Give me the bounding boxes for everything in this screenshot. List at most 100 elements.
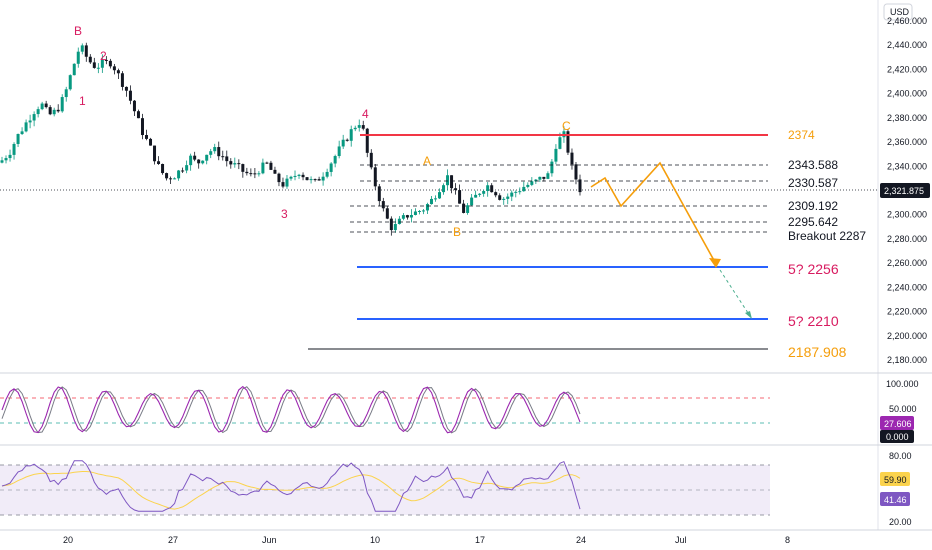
candle[interactable] xyxy=(205,154,209,161)
candle[interactable] xyxy=(64,89,68,98)
candle[interactable] xyxy=(257,173,261,175)
candle[interactable] xyxy=(241,164,245,172)
candle[interactable] xyxy=(462,203,466,213)
candle[interactable] xyxy=(28,120,32,123)
candle[interactable] xyxy=(4,158,8,161)
projection-path[interactable] xyxy=(590,161,717,265)
candle[interactable] xyxy=(273,169,277,174)
candle[interactable] xyxy=(333,156,337,164)
price-axis[interactable]: USD 2,460.000 2,440.000 2,420.000 2,400.000… xyxy=(880,3,930,365)
candle[interactable] xyxy=(237,163,241,165)
candle[interactable] xyxy=(36,109,40,115)
candle[interactable] xyxy=(161,163,165,174)
candle[interactable] xyxy=(289,176,293,179)
candle[interactable] xyxy=(265,162,269,164)
candle[interactable] xyxy=(401,215,405,219)
candle[interactable] xyxy=(88,56,92,63)
candle[interactable] xyxy=(52,109,56,115)
candle[interactable] xyxy=(56,109,60,112)
stochastic-panel[interactable]: 100.000 50.000 27.606 0.000 xyxy=(0,379,919,443)
candle[interactable] xyxy=(373,167,377,187)
candle[interactable] xyxy=(393,224,397,231)
candle[interactable] xyxy=(112,66,116,71)
candle[interactable] xyxy=(345,139,349,141)
candle[interactable] xyxy=(245,171,249,174)
candle[interactable] xyxy=(574,164,578,180)
candle[interactable] xyxy=(421,210,425,212)
candle[interactable] xyxy=(213,147,217,152)
candle[interactable] xyxy=(185,165,189,171)
candle[interactable] xyxy=(534,179,538,182)
candle[interactable] xyxy=(450,175,454,189)
candle[interactable] xyxy=(92,62,96,68)
candle[interactable] xyxy=(233,163,237,165)
candle[interactable] xyxy=(249,173,253,175)
candle[interactable] xyxy=(140,118,144,136)
candle[interactable] xyxy=(498,195,502,200)
candle[interactable] xyxy=(12,143,16,155)
candle[interactable] xyxy=(325,171,329,177)
candle[interactable] xyxy=(309,179,313,181)
candle[interactable] xyxy=(285,178,289,187)
candle[interactable] xyxy=(470,197,474,206)
candle[interactable] xyxy=(365,128,369,153)
candle[interactable] xyxy=(381,201,385,209)
candle[interactable] xyxy=(0,160,4,163)
candle[interactable] xyxy=(120,73,124,87)
candle[interactable] xyxy=(329,163,333,172)
candle[interactable] xyxy=(353,127,357,130)
candle[interactable] xyxy=(490,185,494,193)
candle[interactable] xyxy=(337,146,341,157)
candle[interactable] xyxy=(409,215,413,218)
candle[interactable] xyxy=(429,198,433,205)
candle[interactable] xyxy=(349,129,353,141)
time-axis[interactable]: 20 27 Jun 10 17 24 Jul 8 xyxy=(63,535,790,545)
candle[interactable] xyxy=(578,179,582,193)
candle[interactable] xyxy=(189,155,193,166)
candle[interactable] xyxy=(566,131,570,153)
candle[interactable] xyxy=(341,139,345,147)
candle[interactable] xyxy=(550,161,554,174)
candle[interactable] xyxy=(446,175,450,186)
candle[interactable] xyxy=(108,60,112,67)
candle[interactable] xyxy=(145,135,148,139)
candle[interactable] xyxy=(522,186,526,192)
candle[interactable] xyxy=(518,191,522,193)
candle[interactable] xyxy=(454,188,458,191)
candle[interactable] xyxy=(494,192,498,196)
candle[interactable] xyxy=(434,198,437,200)
candle[interactable] xyxy=(478,193,482,195)
candle[interactable] xyxy=(181,170,185,172)
candle[interactable] xyxy=(397,218,401,225)
candle[interactable] xyxy=(321,176,325,181)
candle[interactable] xyxy=(173,178,177,180)
candle[interactable] xyxy=(32,114,36,121)
candle[interactable] xyxy=(570,152,574,165)
candle[interactable] xyxy=(301,174,305,178)
candle[interactable] xyxy=(221,156,225,158)
candle[interactable] xyxy=(482,191,486,194)
candle[interactable] xyxy=(297,174,301,176)
candle[interactable] xyxy=(165,173,169,179)
candle[interactable] xyxy=(389,218,393,231)
candle[interactable] xyxy=(60,97,64,112)
candle[interactable] xyxy=(442,185,446,193)
candle[interactable] xyxy=(104,59,108,61)
candle[interactable] xyxy=(269,162,273,170)
candle[interactable] xyxy=(44,103,48,108)
candle[interactable] xyxy=(542,176,546,179)
candle[interactable] xyxy=(24,122,28,132)
candle[interactable] xyxy=(80,45,84,52)
candle[interactable] xyxy=(169,178,173,180)
candle[interactable] xyxy=(526,184,530,187)
candle[interactable] xyxy=(76,51,80,64)
candle[interactable] xyxy=(413,211,417,216)
candle[interactable] xyxy=(385,208,389,219)
candle[interactable] xyxy=(177,170,181,179)
candle[interactable] xyxy=(305,177,309,181)
candle[interactable] xyxy=(502,198,506,200)
candle[interactable] xyxy=(20,131,24,135)
candle[interactable] xyxy=(201,160,205,164)
candle[interactable] xyxy=(486,185,490,192)
rsi-panel[interactable]: 80.00 20.00 59.90 41.46 xyxy=(0,451,912,527)
